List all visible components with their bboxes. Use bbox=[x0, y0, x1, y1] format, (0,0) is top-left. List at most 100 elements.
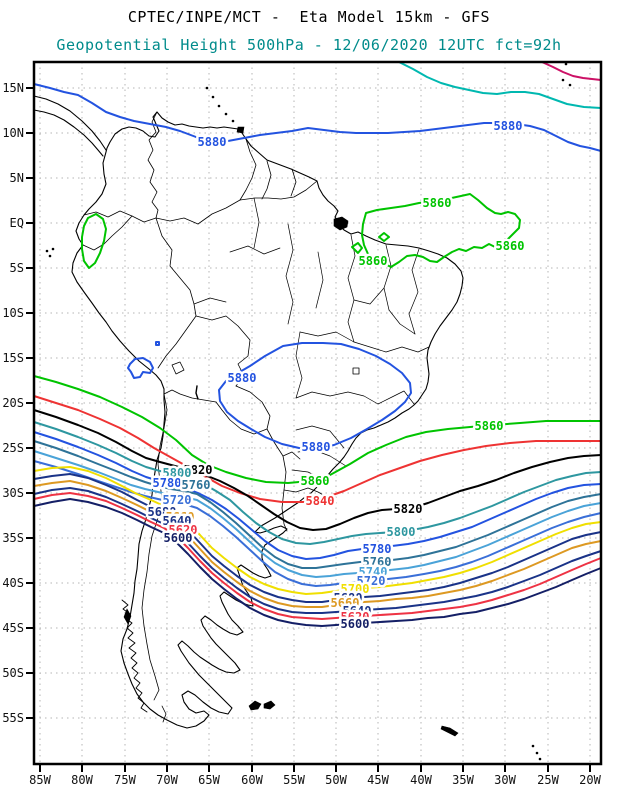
contour-5660-line-1 bbox=[33, 480, 602, 608]
reservoir-square bbox=[352, 367, 360, 375]
state-border-amazonas-para bbox=[285, 223, 294, 325]
state-border-tocantins bbox=[353, 287, 385, 305]
lon-label-25W: 25W bbox=[537, 773, 559, 787]
central-america-caribbean-coast bbox=[33, 95, 107, 151]
contour-label-5780-2: 5780 bbox=[363, 542, 392, 556]
state-border-rs-sc bbox=[291, 469, 323, 480]
state-border-para-maranhao bbox=[347, 234, 356, 343]
chart-title-model: CPTEC/INPE/MCT - Eta Model 15km - GFS bbox=[127, 8, 491, 26]
border-colombia-venezuela bbox=[147, 111, 159, 219]
border-bolivia-argentina bbox=[163, 389, 217, 403]
lat-label-15S: 15S bbox=[2, 351, 24, 365]
state-border-para-tocantins bbox=[315, 251, 324, 309]
falkland-east bbox=[263, 700, 276, 710]
lat-label-5S: 5S bbox=[10, 261, 24, 275]
lon-label-30W: 30W bbox=[494, 773, 516, 787]
falkland-west bbox=[248, 700, 262, 711]
contour-5820-line-1 bbox=[33, 409, 602, 531]
lake-titicaca bbox=[171, 361, 185, 375]
island-dot-barbados-group bbox=[564, 62, 568, 66]
lat-label-10N: 10N bbox=[2, 126, 24, 140]
border-brazil-uruguay bbox=[283, 487, 328, 498]
border-colombia-ecuador bbox=[83, 210, 133, 218]
map-frame bbox=[32, 60, 603, 766]
contour-label-5820-2: 5820 bbox=[394, 502, 423, 516]
lon-label-45W: 45W bbox=[367, 773, 389, 787]
state-border-ms bbox=[295, 331, 303, 399]
south-georgia bbox=[440, 725, 459, 737]
state-border-acre bbox=[193, 297, 227, 305]
contour-label-5880-3: 5880 bbox=[228, 371, 257, 385]
contour-5640-line-1 bbox=[33, 487, 602, 614]
state-border-sc-parana bbox=[297, 449, 347, 467]
contour-5860-line-4 bbox=[351, 242, 363, 254]
contour-label-5760-2: 5760 bbox=[363, 555, 392, 569]
lat-label-15N: 15N bbox=[2, 81, 24, 95]
contour-label-5860-2: 5860 bbox=[496, 239, 525, 253]
island-dot-barbados-group bbox=[561, 78, 565, 82]
contour-label-5880-4: 5880 bbox=[302, 440, 331, 454]
border-peru-bolivia bbox=[157, 315, 197, 369]
lon-label-20W: 20W bbox=[579, 773, 601, 787]
border-ecuador-peru bbox=[82, 215, 133, 251]
contour-label-5620-1: 5620 bbox=[169, 523, 198, 537]
contour-label-5720-1: 5720 bbox=[163, 493, 192, 507]
contour-5880-line-2 bbox=[218, 342, 412, 450]
state-border-ceara-bahia bbox=[408, 248, 420, 335]
contour-label-5800-2: 5800 bbox=[387, 525, 416, 539]
border-colombia-brazil bbox=[155, 217, 199, 225]
border-paraguay-brazil bbox=[235, 385, 271, 430]
island-dot-south-sandwich bbox=[531, 744, 535, 748]
contour-label-5860-4: 5860 bbox=[301, 474, 330, 488]
chiloe-island bbox=[123, 608, 132, 625]
lon-label-40W: 40W bbox=[410, 773, 432, 787]
border-bolivia-brazil bbox=[195, 315, 251, 387]
border-venezuela-brazil bbox=[197, 199, 241, 225]
border-tierra-del-fuego bbox=[161, 705, 167, 723]
lon-label-65W: 65W bbox=[198, 773, 220, 787]
lat-label-20S: 20S bbox=[2, 396, 24, 410]
lon-label-70W: 70W bbox=[156, 773, 178, 787]
contour-label-5880-1: 5880 bbox=[198, 135, 227, 149]
lon-label-35W: 35W bbox=[452, 773, 474, 787]
contour-5860-line-2 bbox=[361, 193, 521, 268]
river-mark bbox=[195, 385, 199, 400]
contour-label-5860-1: 5860 bbox=[423, 196, 452, 210]
border-brazil-north bbox=[239, 180, 318, 201]
chart-title-field-datetime: Geopotential Height 500hPa - 12/06/2020 … bbox=[56, 36, 562, 54]
border-suriname-guiana bbox=[290, 168, 297, 197]
island-dot-antilles bbox=[217, 104, 221, 108]
contour-5920-line-1 bbox=[541, 61, 602, 81]
lat-label-25S: 25S bbox=[2, 441, 24, 455]
island-dot-barbados-group bbox=[568, 83, 572, 87]
contour-5600-line-1 bbox=[33, 498, 602, 627]
contour-label-5660-1: 5660 bbox=[166, 510, 195, 524]
island-dot-galapagos bbox=[45, 249, 49, 253]
contour-label-5680-1: 5680 bbox=[148, 505, 177, 519]
lat-label-5N: 5N bbox=[10, 171, 24, 185]
trinidad bbox=[236, 126, 245, 134]
lon-label-60W: 60W bbox=[241, 773, 263, 787]
marajo-island bbox=[333, 216, 349, 231]
lon-label-50W: 50W bbox=[325, 773, 347, 787]
lat-label-45S: 45S bbox=[2, 621, 24, 635]
contour-label-5760-1: 5760 bbox=[182, 478, 211, 492]
state-border-bahia-minas bbox=[353, 341, 430, 353]
border-venezuela-guyana bbox=[239, 138, 257, 201]
contour-5760-line-1 bbox=[33, 440, 602, 569]
island-dot-south-sandwich bbox=[535, 751, 539, 755]
border-chile-argentina bbox=[141, 393, 168, 701]
lon-label-80W: 80W bbox=[71, 773, 93, 787]
contour-5860-line-5 bbox=[33, 375, 602, 484]
contour-label-5840-1: 5840 bbox=[306, 494, 335, 508]
contour-label-5800-1: 5800 bbox=[163, 466, 192, 480]
border-uruguay-argentina bbox=[281, 455, 288, 532]
south-america-coastline bbox=[71, 111, 464, 729]
lon-label-55W: 55W bbox=[283, 773, 305, 787]
border-peru-brazil bbox=[155, 217, 197, 317]
contour-label-5660-2: 5660 bbox=[331, 596, 360, 610]
lat-label-30S: 30S bbox=[2, 486, 24, 500]
island-dot-antilles bbox=[205, 86, 209, 90]
contour-5780-line-1 bbox=[33, 431, 602, 560]
